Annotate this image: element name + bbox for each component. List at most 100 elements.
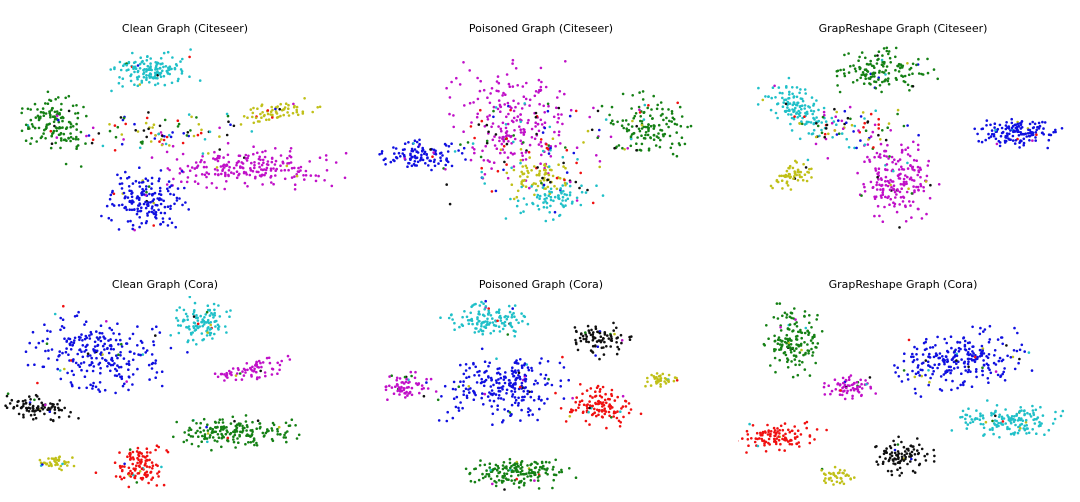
scatter-point [963,361,966,365]
scatter-point [242,170,246,174]
scatter-point [91,138,95,141]
scatter-point [250,161,253,165]
scatter-point [483,308,486,311]
scatter-point [103,388,107,392]
scatter-point [201,155,204,158]
scatter-point [522,477,526,481]
scatter-point [538,474,541,478]
scatter-point [138,470,142,473]
scatter-point [610,392,613,396]
scatter-point [76,116,80,120]
scatter-point [128,208,131,211]
scatter-point [471,322,474,326]
scatter-point [903,182,906,186]
scatter-point [29,118,33,122]
scatter-point [434,390,438,393]
scatter-point [445,183,448,186]
scatter-point [488,399,492,402]
scatter-point [927,369,930,372]
scatter-point [510,474,513,478]
scatter-point [249,429,252,432]
scatter-point [163,211,167,215]
scatter-point [785,438,788,442]
scatter-point [521,85,525,88]
scatter-point [537,129,541,133]
scatter-point [398,377,402,380]
scatter-point [616,395,619,399]
scatter-point [98,361,102,365]
scatter-point [796,116,799,119]
scatter-point [497,378,500,381]
scatter-point [140,81,144,84]
scatter-point [896,64,899,68]
scatter-point [806,343,809,346]
scatter-point [808,374,812,377]
scatter-point [562,161,565,165]
scatter-point [659,374,662,377]
scatter-point [959,416,962,419]
scatter-point [115,374,119,378]
scatter-point [252,145,255,148]
scatter-point [534,461,538,464]
scatter-point [897,375,901,378]
scatter-point [971,345,974,348]
scatter-point [457,409,461,412]
scatter-point [113,124,117,127]
scatter-point [513,334,516,338]
scatter-point [811,341,815,345]
scatter-point [203,437,206,441]
scatter-point [144,206,148,210]
scatter-point [158,124,162,128]
scatter-point [107,339,110,342]
scatter-point [492,392,496,395]
scatter-point [179,60,182,63]
scatter-point [215,186,218,190]
scatter-point [495,147,499,150]
scatter-point [553,210,557,214]
scatter-point [124,170,127,174]
scatter-point [517,396,520,400]
scatter-point [556,96,559,99]
scatter-point [188,75,191,78]
scatter-point [160,370,164,373]
scatter-point [481,476,485,480]
scatter-point [1032,413,1036,417]
scatter-point [506,176,510,180]
scatter-point [869,83,872,86]
scatter-point [105,204,109,208]
scatter-point [214,430,218,434]
scatter-point [799,97,803,100]
scatter-point [109,347,113,351]
scatter-point [489,468,492,472]
scatter-point [112,192,116,196]
scatter-point [177,331,181,335]
scatter-point [139,451,142,455]
scatter-point [528,104,531,107]
scatter-point [506,122,510,126]
scatter-point [60,102,63,106]
scatter-point [908,154,912,158]
scatter-point [44,349,47,353]
scatter-point [157,179,160,183]
scatter-point [60,139,63,142]
scatter-point [81,344,85,347]
scatter-point [128,452,131,456]
scatter-point [915,159,918,162]
scatter-point [600,104,604,108]
scatter-point [225,112,229,116]
scatter-point [644,131,648,134]
scatter-point [170,184,173,187]
scatter-point [169,135,173,139]
scatter-point [452,380,456,384]
scatter-point [767,437,771,441]
scatter-point [114,475,118,478]
scatter-point [877,178,880,181]
scatter-point [917,463,921,467]
scatter-point [594,344,597,347]
scatter-point [463,104,466,107]
scatter-point [885,49,889,53]
scatter-point [126,220,130,223]
scatter-point [450,142,453,145]
scatter-point [850,123,854,127]
scatter-point [575,146,579,149]
